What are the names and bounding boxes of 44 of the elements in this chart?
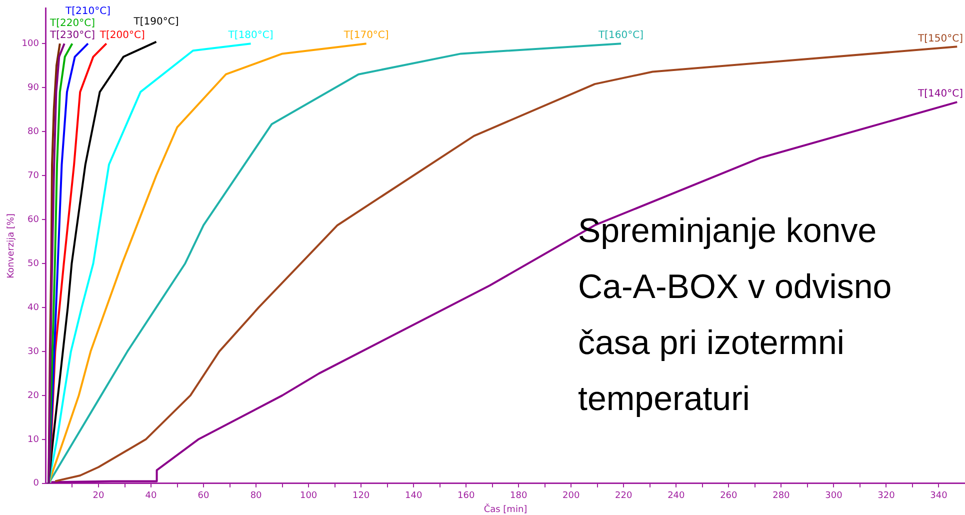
y-tick-label: 0 <box>33 478 40 489</box>
text: T[210°C] <box>64 6 111 18</box>
x-tick-label: 300 <box>825 491 843 502</box>
series-label: T[200°C] <box>98 30 145 42</box>
y-tick-label: 20 <box>28 390 40 401</box>
x-tick-label: 260 <box>720 491 738 502</box>
y-axis-title: Konverzija [%] <box>6 213 17 278</box>
annotation: Spreminjanje konve <box>578 211 878 252</box>
x-tick-label: 120 <box>352 491 370 502</box>
y-tick-label: 10 <box>28 434 40 445</box>
series-label: T[160°C] <box>598 30 644 42</box>
x-tick-label: 100 <box>300 491 318 502</box>
x-tick-label: 320 <box>878 491 896 502</box>
annotation: temperaturi <box>578 379 751 420</box>
y-tick-label: 30 <box>28 346 40 357</box>
y-tick-label: 90 <box>28 82 40 93</box>
y-tick-label: 70 <box>28 170 40 181</box>
x-tick-label: 180 <box>510 491 528 502</box>
x-tick-label: 40 <box>145 491 158 502</box>
series-label: T[140°C] <box>917 88 964 100</box>
y-tick-label: 100 <box>22 38 40 49</box>
series-label: T[180°C] <box>227 30 274 42</box>
y-tick-label: 40 <box>28 302 40 313</box>
x-tick-label: 60 <box>198 491 210 502</box>
x-tick-label: 160 <box>458 491 475 502</box>
x-axis-title: Čas [min] <box>484 502 528 515</box>
series-label: T[190°C] <box>132 16 179 28</box>
series-label: T[230°C] <box>48 30 96 42</box>
x-tick-label: 200 <box>562 491 580 502</box>
x-tick-label: 340 <box>930 491 948 502</box>
x-tick-label: 220 <box>615 491 633 502</box>
y-tick-label: 60 <box>28 214 40 225</box>
x-tick-label: 140 <box>404 491 422 502</box>
series-label: T[150°C] <box>917 33 964 44</box>
annotation: Ca-A-BOX v odvisno <box>578 267 892 308</box>
x-tick-label: 280 <box>772 491 790 502</box>
y-tick-label: 80 <box>28 126 40 137</box>
y-tick-label: 50 <box>28 258 40 269</box>
annotation: časa pri izotermni <box>578 323 846 364</box>
series-label: T[220°C] <box>48 18 96 30</box>
series-label: T[170°C] <box>342 30 389 42</box>
x-tick-label: 80 <box>250 491 262 502</box>
x-tick-label: 240 <box>668 491 686 502</box>
x-tick-label: 20 <box>92 491 104 502</box>
